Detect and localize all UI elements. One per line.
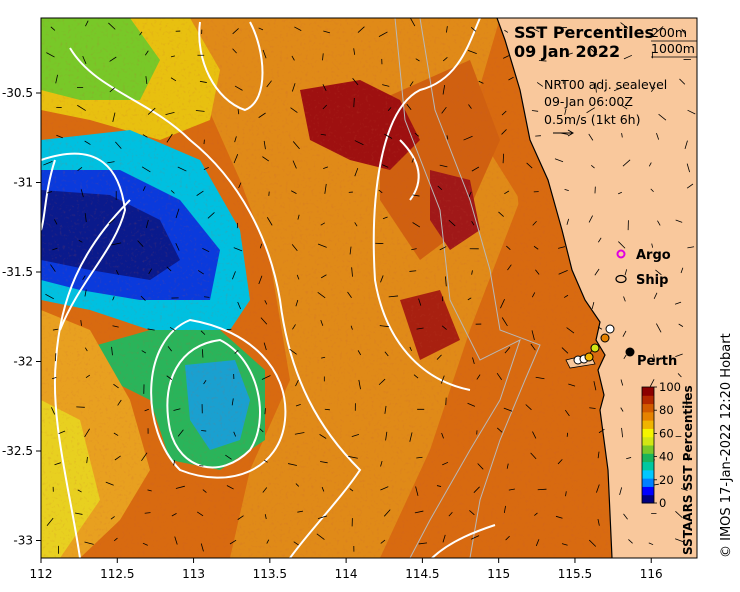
colorbar-swatch: [642, 387, 654, 396]
colorbar-tick-label: 60: [659, 426, 674, 440]
x-tick-label: 114.5: [405, 567, 439, 581]
x-tick-label: 113: [182, 567, 205, 581]
colorbar-tick-label: 100: [659, 380, 681, 394]
x-tick-label: 113.5: [253, 567, 287, 581]
x-tick-label: 115: [487, 567, 510, 581]
x-tick-label: 115.5: [558, 567, 592, 581]
y-tick-label: -31.5: [2, 265, 33, 279]
colorbar-swatch: [642, 445, 654, 454]
current-time: 09-Jan 06:00Z: [544, 94, 633, 109]
isobath-200m: [419, 18, 541, 558]
isobath-1000m: [394, 18, 521, 558]
colorbar-tick-label: 0: [659, 496, 666, 510]
y-axis: -30.5 -31 -31.5 -32 -32.5 -33: [2, 86, 41, 548]
argo-marker-icon: [616, 249, 626, 259]
colorbar-swatch: [642, 436, 654, 446]
perth-marker: [625, 347, 635, 357]
colorbar-swatch: [642, 403, 654, 413]
colorbar-swatch: [642, 428, 654, 438]
legend-ship: Ship: [636, 273, 668, 288]
x-tick-label: 112.5: [100, 567, 134, 581]
sealevel-contours: [41, 18, 496, 558]
colorbar: 100 80 60 40 20 0: [641, 380, 681, 510]
colorbar-swatch: [642, 486, 654, 496]
colorbar-title: SSTAARS SST Percentiles: [681, 385, 695, 555]
credit-text: © IMOS 17-Jan-2022 12:20 Hobart: [719, 333, 734, 558]
ship-markers: [573, 324, 615, 365]
colorbar-swatch: [642, 420, 654, 429]
x-tick-label: 112: [30, 567, 53, 581]
map-date: 09 Jan 2022: [514, 42, 620, 61]
ship-marker-icon: [615, 274, 627, 284]
isobath-label-1000m: 1000m: [651, 41, 695, 56]
x-axis: 112 112.5 113 113.5 114 114.5 115 115.5 116: [30, 558, 663, 581]
isobath-label-200m: 200m: [651, 25, 687, 40]
colorbar-swatch: [642, 411, 654, 421]
current-scale: 0.5m/s (1kt 6h): [544, 112, 640, 127]
y-tick-label: -31: [13, 176, 33, 190]
y-tick-label: -30.5: [2, 86, 33, 100]
colorbar-swatch: [642, 478, 654, 487]
current-source: NRT00 adj. sealevel: [544, 77, 667, 92]
current-arrows: [43, 18, 696, 554]
colorbar-swatch: [642, 494, 654, 504]
colorbar-swatch: [642, 469, 654, 479]
perth-label: Perth: [637, 354, 677, 369]
colorbar-tick-label: 20: [659, 473, 674, 487]
sst-field: [41, 18, 697, 558]
x-tick-label: 116: [640, 567, 663, 581]
colorbar-swatch: [642, 453, 654, 463]
legend-argo: Argo: [636, 248, 671, 263]
y-tick-label: -32: [13, 355, 33, 369]
y-tick-label: -33: [13, 534, 33, 548]
colorbar-swatch: [642, 461, 654, 471]
x-tick-label: 114: [335, 567, 358, 581]
plot-frame: [40, 17, 698, 559]
y-tick-label: -32.5: [2, 444, 33, 458]
colorbar-swatch: [642, 395, 654, 405]
coastline: [496, 18, 613, 558]
colorbar-tick-label: 80: [659, 403, 674, 417]
map-title: SST Percentiles: [514, 23, 654, 42]
colorbar-tick-label: 40: [659, 450, 674, 464]
